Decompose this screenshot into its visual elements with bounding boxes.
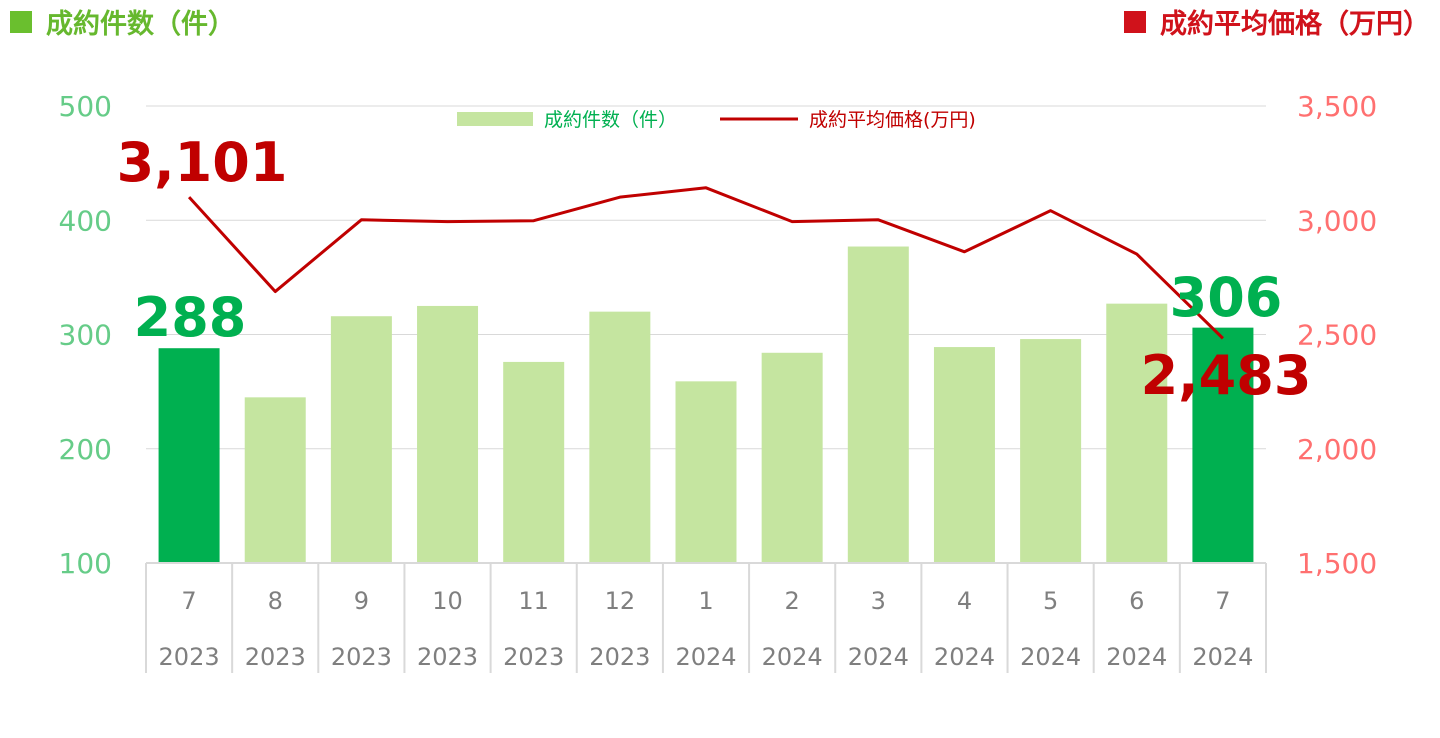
right-axis-title: 成約平均価格（万円）: [1124, 2, 1430, 41]
right-tick-label: 3,500: [1297, 90, 1377, 123]
bar: [1020, 339, 1082, 563]
year-label: 2024: [1106, 643, 1167, 671]
year-label: 2023: [589, 643, 650, 671]
legend-line-label: 成約平均価格(万円): [809, 109, 976, 131]
year-label: 2023: [331, 643, 392, 671]
month-label: 11: [518, 587, 549, 615]
year-label: 2023: [245, 643, 306, 671]
left-tick-label: 300: [59, 319, 112, 352]
green-square-icon: [10, 10, 32, 33]
bar: [417, 305, 479, 563]
month-label: 9: [354, 587, 369, 615]
month-label: 4: [957, 587, 972, 615]
right-tick-label: 2,500: [1297, 319, 1377, 352]
right-axis-title-text: 成約平均価格（万円）: [1160, 9, 1430, 40]
legend-bar-label: 成約件数（件）: [544, 109, 677, 131]
bar: [1106, 303, 1168, 563]
price-line: [187, 186, 1224, 340]
callout-first-price: 3,101: [117, 131, 288, 194]
bar-series: [158, 246, 1254, 563]
axes: 100 200 300 400 500 1,500 2,000 2,500 3,000 3,500: [59, 90, 1378, 580]
bar: [1192, 327, 1254, 563]
month-label: 7: [181, 587, 196, 615]
month-label: 7: [1215, 587, 1230, 615]
month-label: 2: [785, 587, 800, 615]
month-label: 6: [1129, 587, 1144, 615]
month-label: 10: [432, 587, 463, 615]
year-label: 2023: [159, 643, 220, 671]
callout-last-price: 2,483: [1141, 344, 1312, 407]
year-label: 2023: [417, 643, 478, 671]
year-label: 2024: [848, 643, 909, 671]
left-axis-title: 成約件数（件）: [10, 2, 235, 41]
left-tick-label: 400: [59, 204, 112, 237]
right-tick-label: 1,500: [1297, 547, 1377, 580]
callout-last-count: 306: [1170, 266, 1283, 329]
year-label: 2024: [934, 643, 995, 671]
left-tick-label: 200: [59, 433, 112, 466]
month-label: 12: [605, 587, 636, 615]
category-axis: 7 2023 8 2023 9 2023 10 2023 11 2023 12 2023 1 2024 2 2…: [145, 562, 1267, 673]
red-square-icon: [1124, 10, 1146, 33]
bar: [244, 397, 306, 563]
callouts: 288 306 3,101 2,483: [117, 131, 1312, 407]
bar: [503, 361, 565, 563]
bar: [933, 347, 995, 563]
left-tick-label: 500: [59, 90, 112, 123]
year-label: 2024: [762, 643, 823, 671]
callout-first-count: 288: [134, 286, 247, 349]
month-label: 5: [1043, 587, 1058, 615]
right-tick-label: 3,000: [1297, 204, 1377, 237]
legend-bar-swatch: [457, 112, 533, 126]
year-label: 2024: [675, 643, 736, 671]
month-label: 8: [268, 587, 283, 615]
bar: [675, 381, 737, 563]
left-tick-label: 100: [59, 547, 112, 580]
year-label: 2024: [1192, 643, 1253, 671]
line-series: [187, 186, 1224, 340]
bar: [158, 348, 220, 563]
right-tick-label: 2,000: [1297, 433, 1377, 466]
year-label: 2023: [503, 643, 564, 671]
month-label: 1: [698, 587, 713, 615]
bar: [761, 352, 823, 563]
year-label: 2024: [1020, 643, 1081, 671]
bar: [847, 246, 909, 563]
month-label: 3: [871, 587, 886, 615]
left-axis-title-text: 成約件数（件）: [46, 9, 235, 40]
legend: 成約件数（件） 成約平均価格(万円): [457, 109, 976, 131]
bar: [330, 316, 392, 563]
bar: [589, 311, 651, 563]
